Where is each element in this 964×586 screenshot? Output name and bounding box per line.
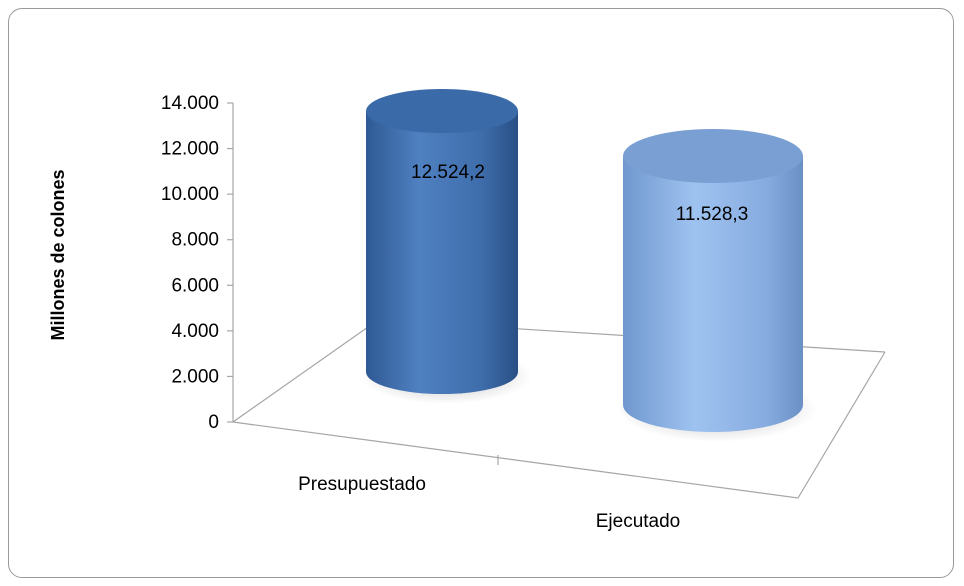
- bar-top: [366, 89, 518, 133]
- x-category-label: Presupuestado: [298, 474, 426, 495]
- bar-top: [623, 129, 803, 183]
- y-tick-label: 2.000: [171, 366, 219, 387]
- y-tick-label: 12.000: [161, 139, 219, 160]
- x-category-label: Ejecutado: [596, 511, 681, 532]
- y-tick-label: 4.000: [171, 321, 219, 342]
- y-tick-label: 10.000: [161, 184, 219, 205]
- data-label: 12.524,2: [411, 162, 485, 183]
- y-tick-label: 6.000: [171, 275, 219, 296]
- y-tick-label: 14.000: [161, 93, 219, 114]
- y-axis-title: Millones de colones: [48, 169, 68, 340]
- bar-ejecutado: [623, 156, 803, 432]
- data-label: 11.528,3: [676, 204, 749, 225]
- front-floor-edge: [232, 351, 886, 499]
- y-tick-label: 8.000: [171, 230, 219, 251]
- bar-presupuestado: [366, 111, 518, 394]
- y-tick-label: 0: [208, 412, 219, 433]
